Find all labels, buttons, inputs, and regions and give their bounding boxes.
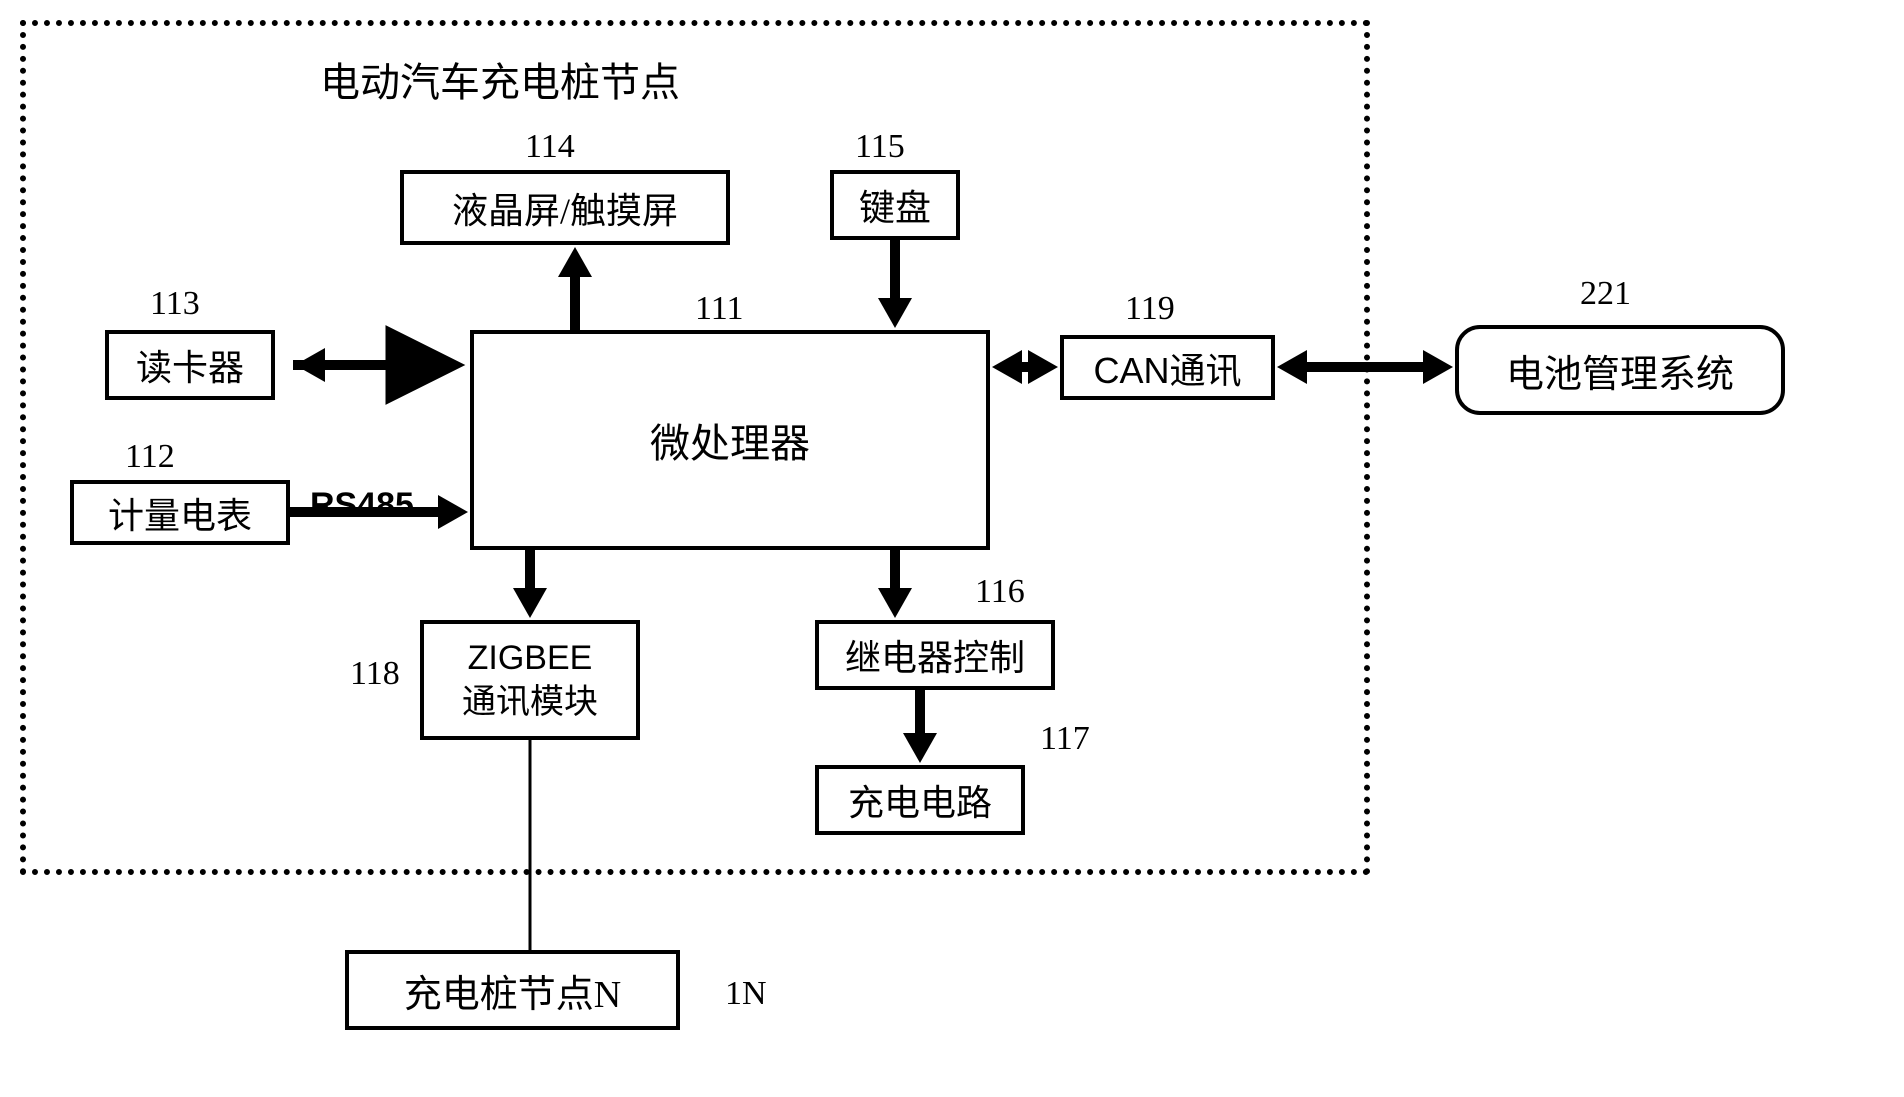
- node-cardreader: 读卡器: [105, 330, 275, 400]
- node-microprocessor-label: 微处理器: [650, 411, 810, 469]
- label-1N: 1N: [725, 975, 767, 1013]
- node-meter-label: 计量电表: [108, 487, 252, 539]
- label-221: 221: [1580, 275, 1631, 313]
- label-111: 111: [695, 290, 743, 328]
- node-zigbee: ZIGBEE 通讯模块: [420, 620, 640, 740]
- label-113: 113: [150, 285, 200, 323]
- rs485-label: RS485: [310, 486, 414, 525]
- label-115: 115: [855, 128, 905, 166]
- node-can: CAN通讯: [1060, 335, 1275, 400]
- node-cardreader-label: 读卡器: [136, 339, 244, 391]
- node-nodeN-label: 充电桩节点N: [404, 963, 621, 1018]
- node-can-label: CAN通讯: [1093, 342, 1241, 394]
- node-battery-label: 电池管理系统: [1506, 343, 1734, 398]
- node-relay: 继电器控制: [815, 620, 1055, 690]
- node-keyboard: 键盘: [830, 170, 960, 240]
- label-117: 117: [1040, 720, 1090, 758]
- node-charging: 充电电路: [815, 765, 1025, 835]
- node-zigbee-label: ZIGBEE 通讯模块: [462, 636, 598, 724]
- node-charging-label: 充电电路: [848, 774, 992, 826]
- node-lcd-label: 液晶屏/触摸屏: [452, 182, 678, 234]
- diagram-title: 电动汽车充电桩节点: [320, 50, 680, 108]
- label-118: 118: [350, 655, 400, 693]
- node-battery: 电池管理系统: [1455, 325, 1785, 415]
- label-112: 112: [125, 438, 175, 476]
- node-meter: 计量电表: [70, 480, 290, 545]
- node-keyboard-label: 键盘: [859, 179, 931, 231]
- label-114: 114: [525, 128, 575, 166]
- node-lcd: 液晶屏/触摸屏: [400, 170, 730, 245]
- node-relay-label: 继电器控制: [845, 629, 1025, 681]
- label-119: 119: [1125, 290, 1175, 328]
- node-microprocessor: 微处理器: [470, 330, 990, 550]
- node-nodeN: 充电桩节点N: [345, 950, 680, 1030]
- label-116: 116: [975, 573, 1025, 611]
